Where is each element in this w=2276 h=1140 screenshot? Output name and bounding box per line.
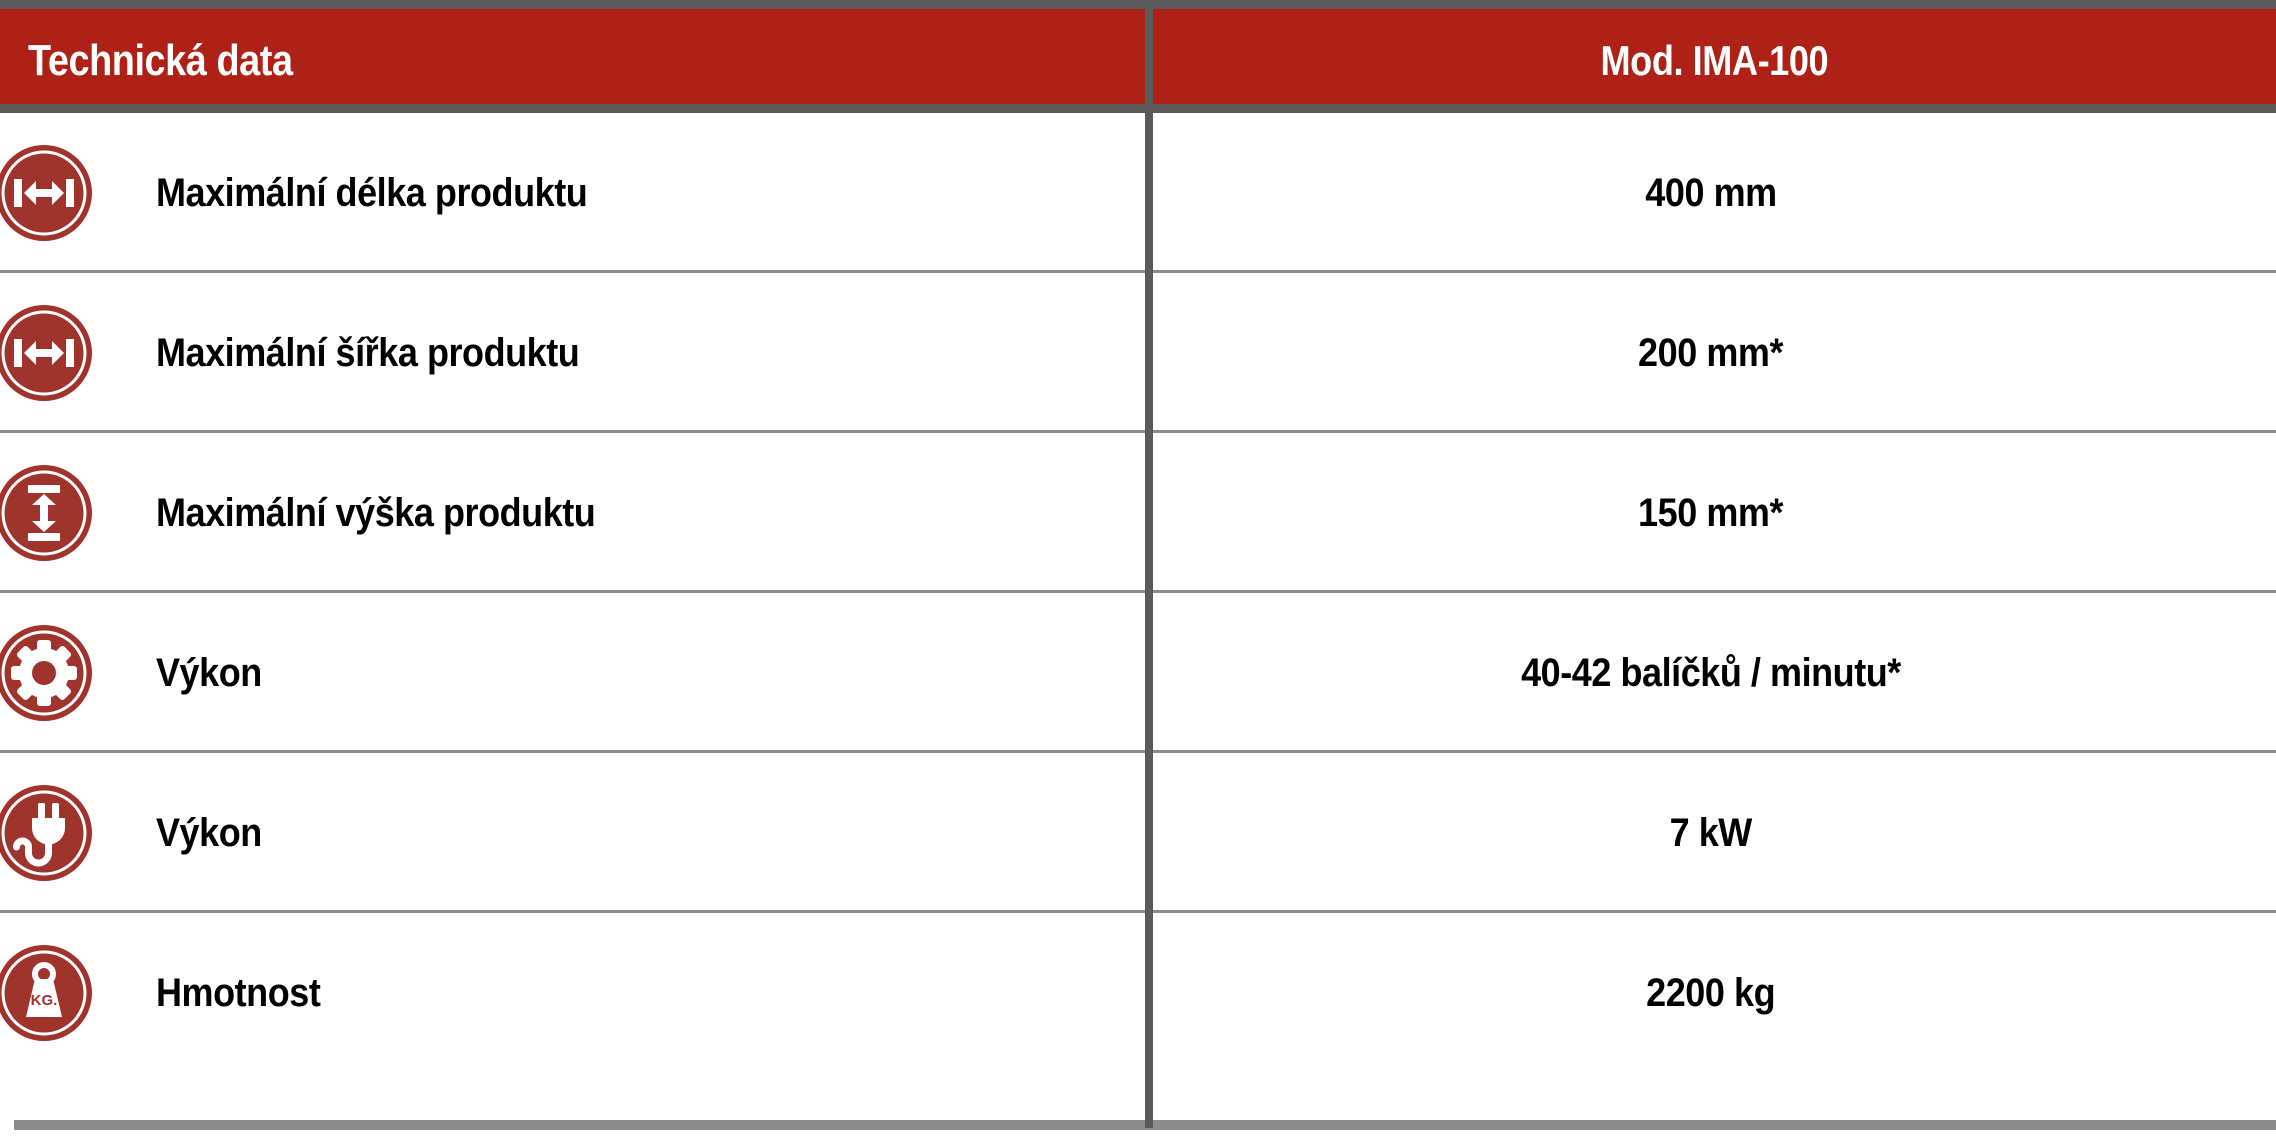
weight-kg-icon: KG. — [0, 943, 94, 1043]
header-bottom-border — [0, 104, 2276, 113]
row-label-text: Výkon — [156, 650, 262, 695]
row-label-text: Maximální délka produktu — [156, 170, 588, 215]
row-value-text: 200 mm* — [1638, 330, 1783, 375]
width-arrow-icon — [0, 143, 94, 243]
table-row: KG. Hmotnost 2200 kg — [0, 913, 2276, 1073]
row-value-cell: 200 mm* — [1145, 273, 2276, 433]
gear-icon — [0, 623, 94, 723]
row-label-cell: Výkon — [0, 593, 1145, 753]
weight-unit-label: KG. — [31, 992, 58, 1009]
model-name: Mod. IMA-100 — [1600, 37, 1829, 84]
column-divider — [1145, 0, 1153, 1128]
row-value-cell: 2200 kg — [1145, 913, 2276, 1073]
row-value-cell: 150 mm* — [1145, 433, 2276, 593]
width-arrow-icon — [0, 303, 94, 403]
row-value-cell: 7 kW — [1145, 753, 2276, 913]
row-label-text: Maximální výška produktu — [156, 490, 596, 535]
row-label-text: Hmotnost — [156, 970, 321, 1015]
table-row: Výkon 7 kW — [0, 753, 2276, 913]
page-title: Technická data — [28, 36, 293, 85]
row-value-text: 150 mm* — [1638, 490, 1783, 535]
table-row: Výkon 40-42 balíčků / minutu* — [0, 593, 2276, 753]
power-plug-icon — [0, 783, 94, 883]
row-label-cell: Maximální výška produktu — [0, 433, 1145, 593]
row-label-cell: KG. Hmotnost — [0, 913, 1145, 1073]
table-row: Maximální délka produktu 400 mm — [0, 113, 2276, 273]
header-cell-model: Mod. IMA-100 — [1153, 9, 2276, 113]
row-value-text: 7 kW — [1669, 810, 1752, 855]
header-cell-spec-name: Technická data — [0, 9, 1145, 113]
row-label-cell: Výkon — [0, 753, 1145, 913]
row-label-cell: Maximální šířka produktu — [0, 273, 1145, 433]
row-value-text: 2200 kg — [1646, 970, 1775, 1015]
row-value-cell: 40-42 balíčků / minutu* — [1145, 593, 2276, 753]
table-header-row: Technická data Mod. IMA-100 — [0, 0, 2276, 113]
row-value-text: 40-42 balíčků / minutu* — [1520, 650, 1901, 695]
table-row: Maximální šířka produktu 200 mm* — [0, 273, 2276, 433]
row-label-text: Výkon — [156, 810, 262, 855]
height-arrow-icon — [0, 463, 94, 563]
table-body: Maximální délka produktu 400 mm — [0, 113, 2276, 1073]
row-value-text: 400 mm — [1644, 170, 1777, 215]
table-row: Maximální výška produktu 150 mm* — [0, 433, 2276, 593]
row-label-text: Maximální šířka produktu — [156, 330, 580, 375]
row-value-cell: 400 mm — [1145, 113, 2276, 273]
row-label-cell: Maximální délka produktu — [0, 113, 1145, 273]
